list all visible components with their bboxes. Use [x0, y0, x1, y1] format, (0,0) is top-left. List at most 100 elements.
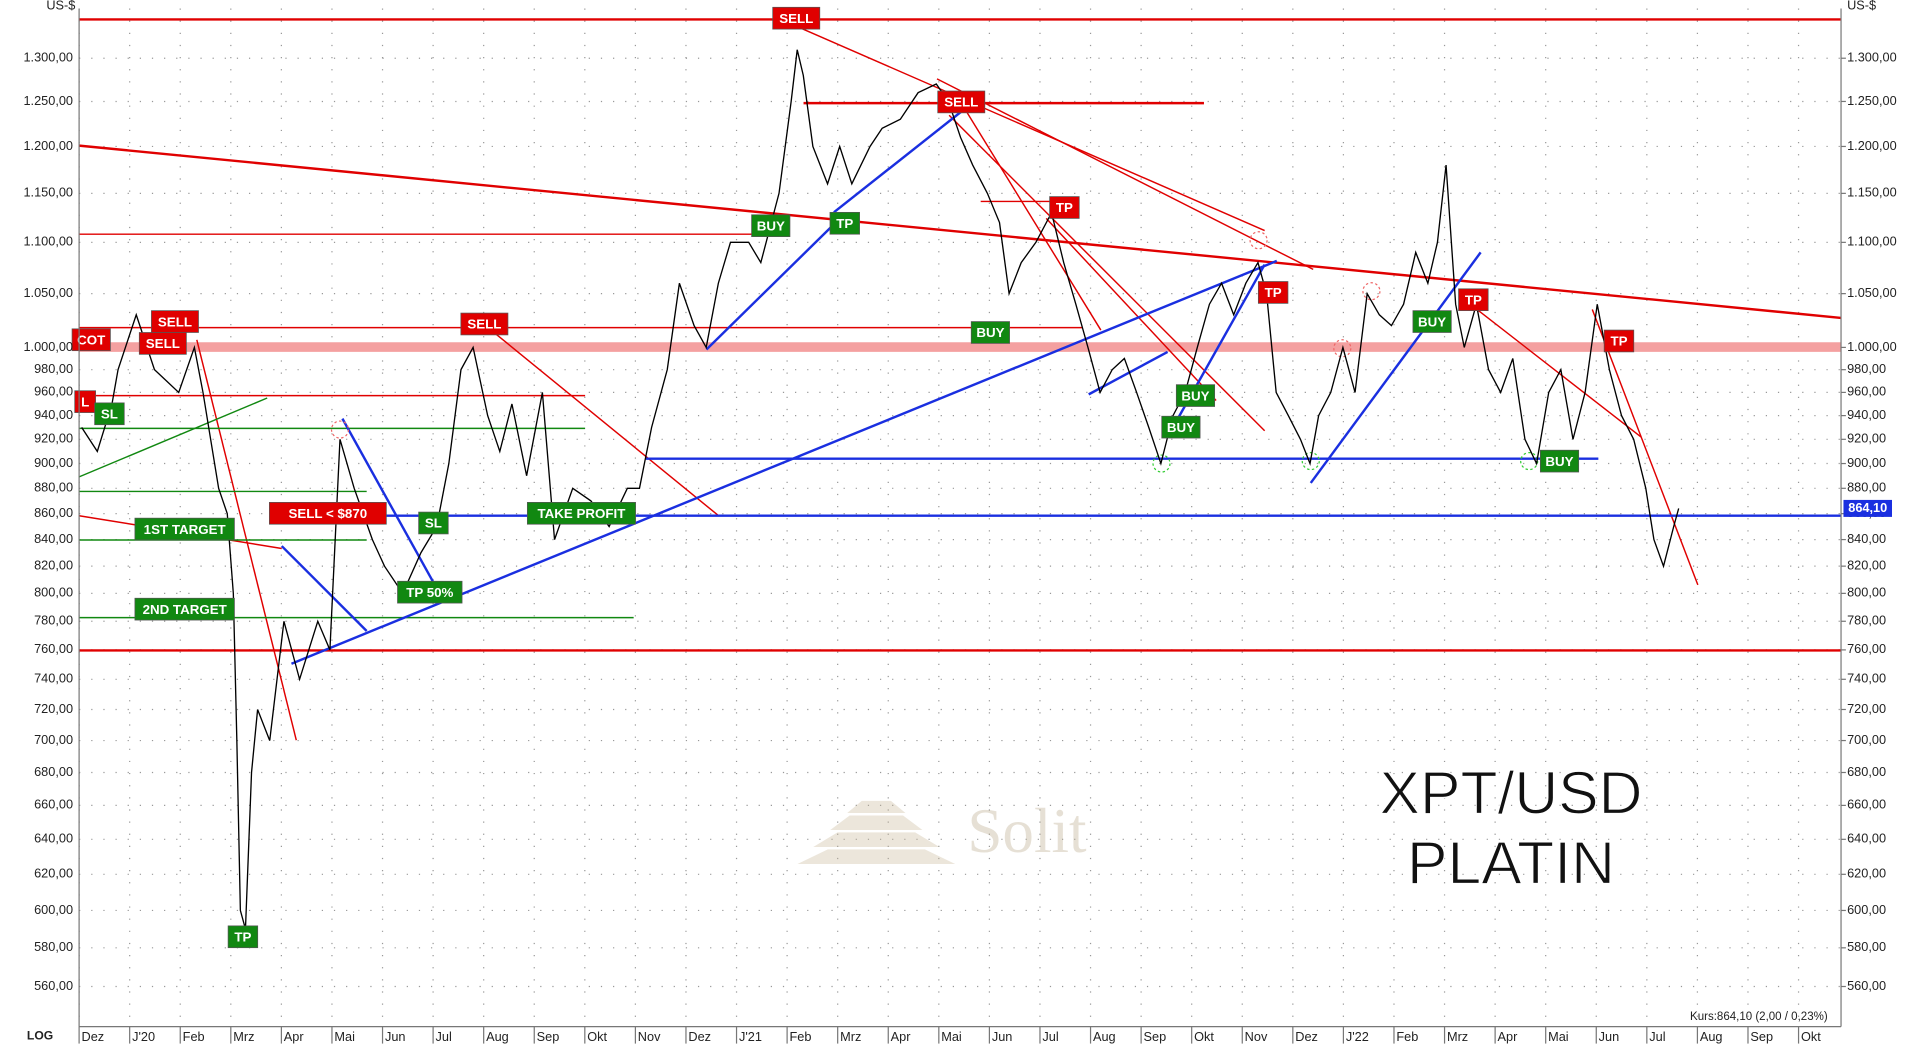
- x-tick-label: Jul: [1649, 1029, 1665, 1044]
- y-tick-label-right: 1.250,00: [1847, 93, 1897, 108]
- annotation-box: [1161, 415, 1201, 439]
- y-tick-label-right: 660,00: [1847, 797, 1886, 812]
- x-tick-label: Nov: [1245, 1029, 1268, 1044]
- y-tick-label-right: 980,00: [1847, 361, 1886, 376]
- x-tick-label: Aug: [486, 1029, 509, 1044]
- x-tick-label: Dez: [1295, 1029, 1318, 1044]
- y-tick-label-right: 1.100,00: [1847, 234, 1897, 249]
- annotation-label: TP: [1610, 334, 1627, 349]
- scale-label: LOG: [27, 1028, 53, 1042]
- price-line: [81, 49, 1680, 930]
- annotation-box: [1412, 310, 1452, 333]
- x-tick-label: Jun: [1599, 1029, 1620, 1044]
- y-tick-label: 1.250,00: [23, 93, 73, 108]
- y-tick-label: 600,00: [34, 902, 73, 917]
- trend-line: [797, 26, 1265, 232]
- y-tick-label: 1.200,00: [23, 138, 73, 153]
- y-tick-label: 880,00: [34, 480, 73, 495]
- annotation-box: [74, 390, 96, 413]
- x-tick-label: J'20: [132, 1029, 155, 1044]
- annotation-box: [227, 925, 259, 949]
- annotation-label: SELL: [158, 314, 192, 329]
- x-tick-label: Sep: [1750, 1029, 1773, 1044]
- annotation-label: BUY: [976, 325, 1004, 340]
- y-tick-label-right: 900,00: [1847, 455, 1886, 470]
- x-tick-label: Okt: [1801, 1029, 1821, 1044]
- y-tick-label: 780,00: [34, 613, 73, 628]
- watermark-text: Solit: [967, 796, 1087, 866]
- footer: Kurs:864,10 (2,00 / 0,23%): [1690, 1011, 1828, 1023]
- last-price-label: 864,10: [1848, 500, 1887, 515]
- y-tick-label: 560,00: [34, 978, 73, 993]
- annotation-label: 1ST TARGET: [144, 522, 226, 537]
- y-tick-label-right: 580,00: [1847, 939, 1886, 954]
- annotation-box: [1458, 288, 1489, 312]
- y-tick-label: 860,00: [34, 505, 73, 520]
- trend-line: [1088, 350, 1169, 396]
- y-tick-label: 620,00: [34, 866, 73, 881]
- annotation-label: TP: [836, 216, 853, 231]
- annotation-box: [937, 90, 986, 114]
- annotation-box: [751, 214, 791, 237]
- y-tick-label-right: 800,00: [1847, 585, 1886, 600]
- x-tick-label: Sep: [1144, 1029, 1167, 1044]
- y-tick-label: 1.050,00: [23, 285, 73, 300]
- trend-line: [1309, 251, 1482, 484]
- x-tick-label: Jun: [385, 1029, 406, 1044]
- annotation-label: BUY: [757, 218, 785, 233]
- y-tick-label-right: 1.150,00: [1847, 185, 1897, 200]
- x-tick-label: Nov: [638, 1029, 661, 1044]
- y-tick-label: 680,00: [34, 764, 73, 779]
- y-tick-label-right: 1.300,00: [1847, 50, 1897, 65]
- annotation-label: SELL: [467, 317, 501, 332]
- x-tick-label: Mai: [941, 1029, 962, 1044]
- marker-circle: [330, 420, 350, 439]
- y-tick-label-right: 880,00: [1847, 480, 1886, 495]
- y-tick-label: 700,00: [34, 732, 73, 747]
- marker-circle: [1520, 452, 1539, 471]
- y-tick-label: 900,00: [34, 455, 73, 470]
- trend-line: [280, 545, 368, 632]
- grid: [78, 8, 1842, 1027]
- y-tick-label-right: 1.000,00: [1847, 339, 1897, 354]
- x-tick-label: Mrz: [233, 1029, 254, 1044]
- x-tick-label: Jun: [992, 1029, 1013, 1044]
- trend-line: [960, 102, 1102, 331]
- annotation-label: BUY: [1545, 454, 1573, 469]
- y-tick-label-right: 720,00: [1847, 701, 1886, 716]
- y-tick-label: 580,00: [34, 939, 73, 954]
- plot: [81, 49, 1680, 930]
- y-tick-label-right: 760,00: [1847, 641, 1886, 656]
- trend-line: [487, 327, 720, 517]
- y-tick-label-right: 960,00: [1847, 384, 1886, 399]
- y-tick-label-right: 780,00: [1847, 613, 1886, 628]
- x-tick-label: Dez: [688, 1029, 711, 1044]
- annotation-box: [269, 502, 387, 525]
- annotation-box: [1175, 384, 1216, 407]
- annotation-label: TAKE PROFIT: [538, 506, 626, 521]
- y-tick-label: 740,00: [34, 671, 73, 686]
- annotation-label: SELL: [146, 336, 180, 351]
- x-tick-label: Jul: [436, 1029, 452, 1044]
- marker-circle: [1152, 454, 1171, 473]
- trend-line: [1591, 309, 1699, 586]
- trend-line: [78, 397, 268, 478]
- y-axis-label: US-$: [46, 0, 75, 12]
- annotation-box: [1049, 196, 1080, 219]
- y-tick-label-right: 920,00: [1847, 431, 1886, 446]
- annotation-label: L: [81, 394, 89, 409]
- y-tick-label-right: 820,00: [1847, 558, 1886, 573]
- x-tick-label: Feb: [790, 1029, 812, 1044]
- annotation-box: [1603, 329, 1635, 353]
- annotation-label: COT: [77, 333, 105, 348]
- y-tick-label: 940,00: [34, 407, 73, 422]
- annotation-label: TP 50%: [406, 585, 453, 600]
- marker-circle: [1362, 282, 1381, 301]
- y-axis-label-right: US-$: [1847, 0, 1876, 12]
- y-tick-label: 920,00: [34, 431, 73, 446]
- y-tick-label-right: 560,00: [1847, 978, 1886, 993]
- trend-line: [705, 217, 841, 351]
- y-tick-label: 1.100,00: [23, 234, 73, 249]
- x-tick-label: Sep: [537, 1029, 560, 1044]
- annotation-label: TP: [1265, 285, 1282, 300]
